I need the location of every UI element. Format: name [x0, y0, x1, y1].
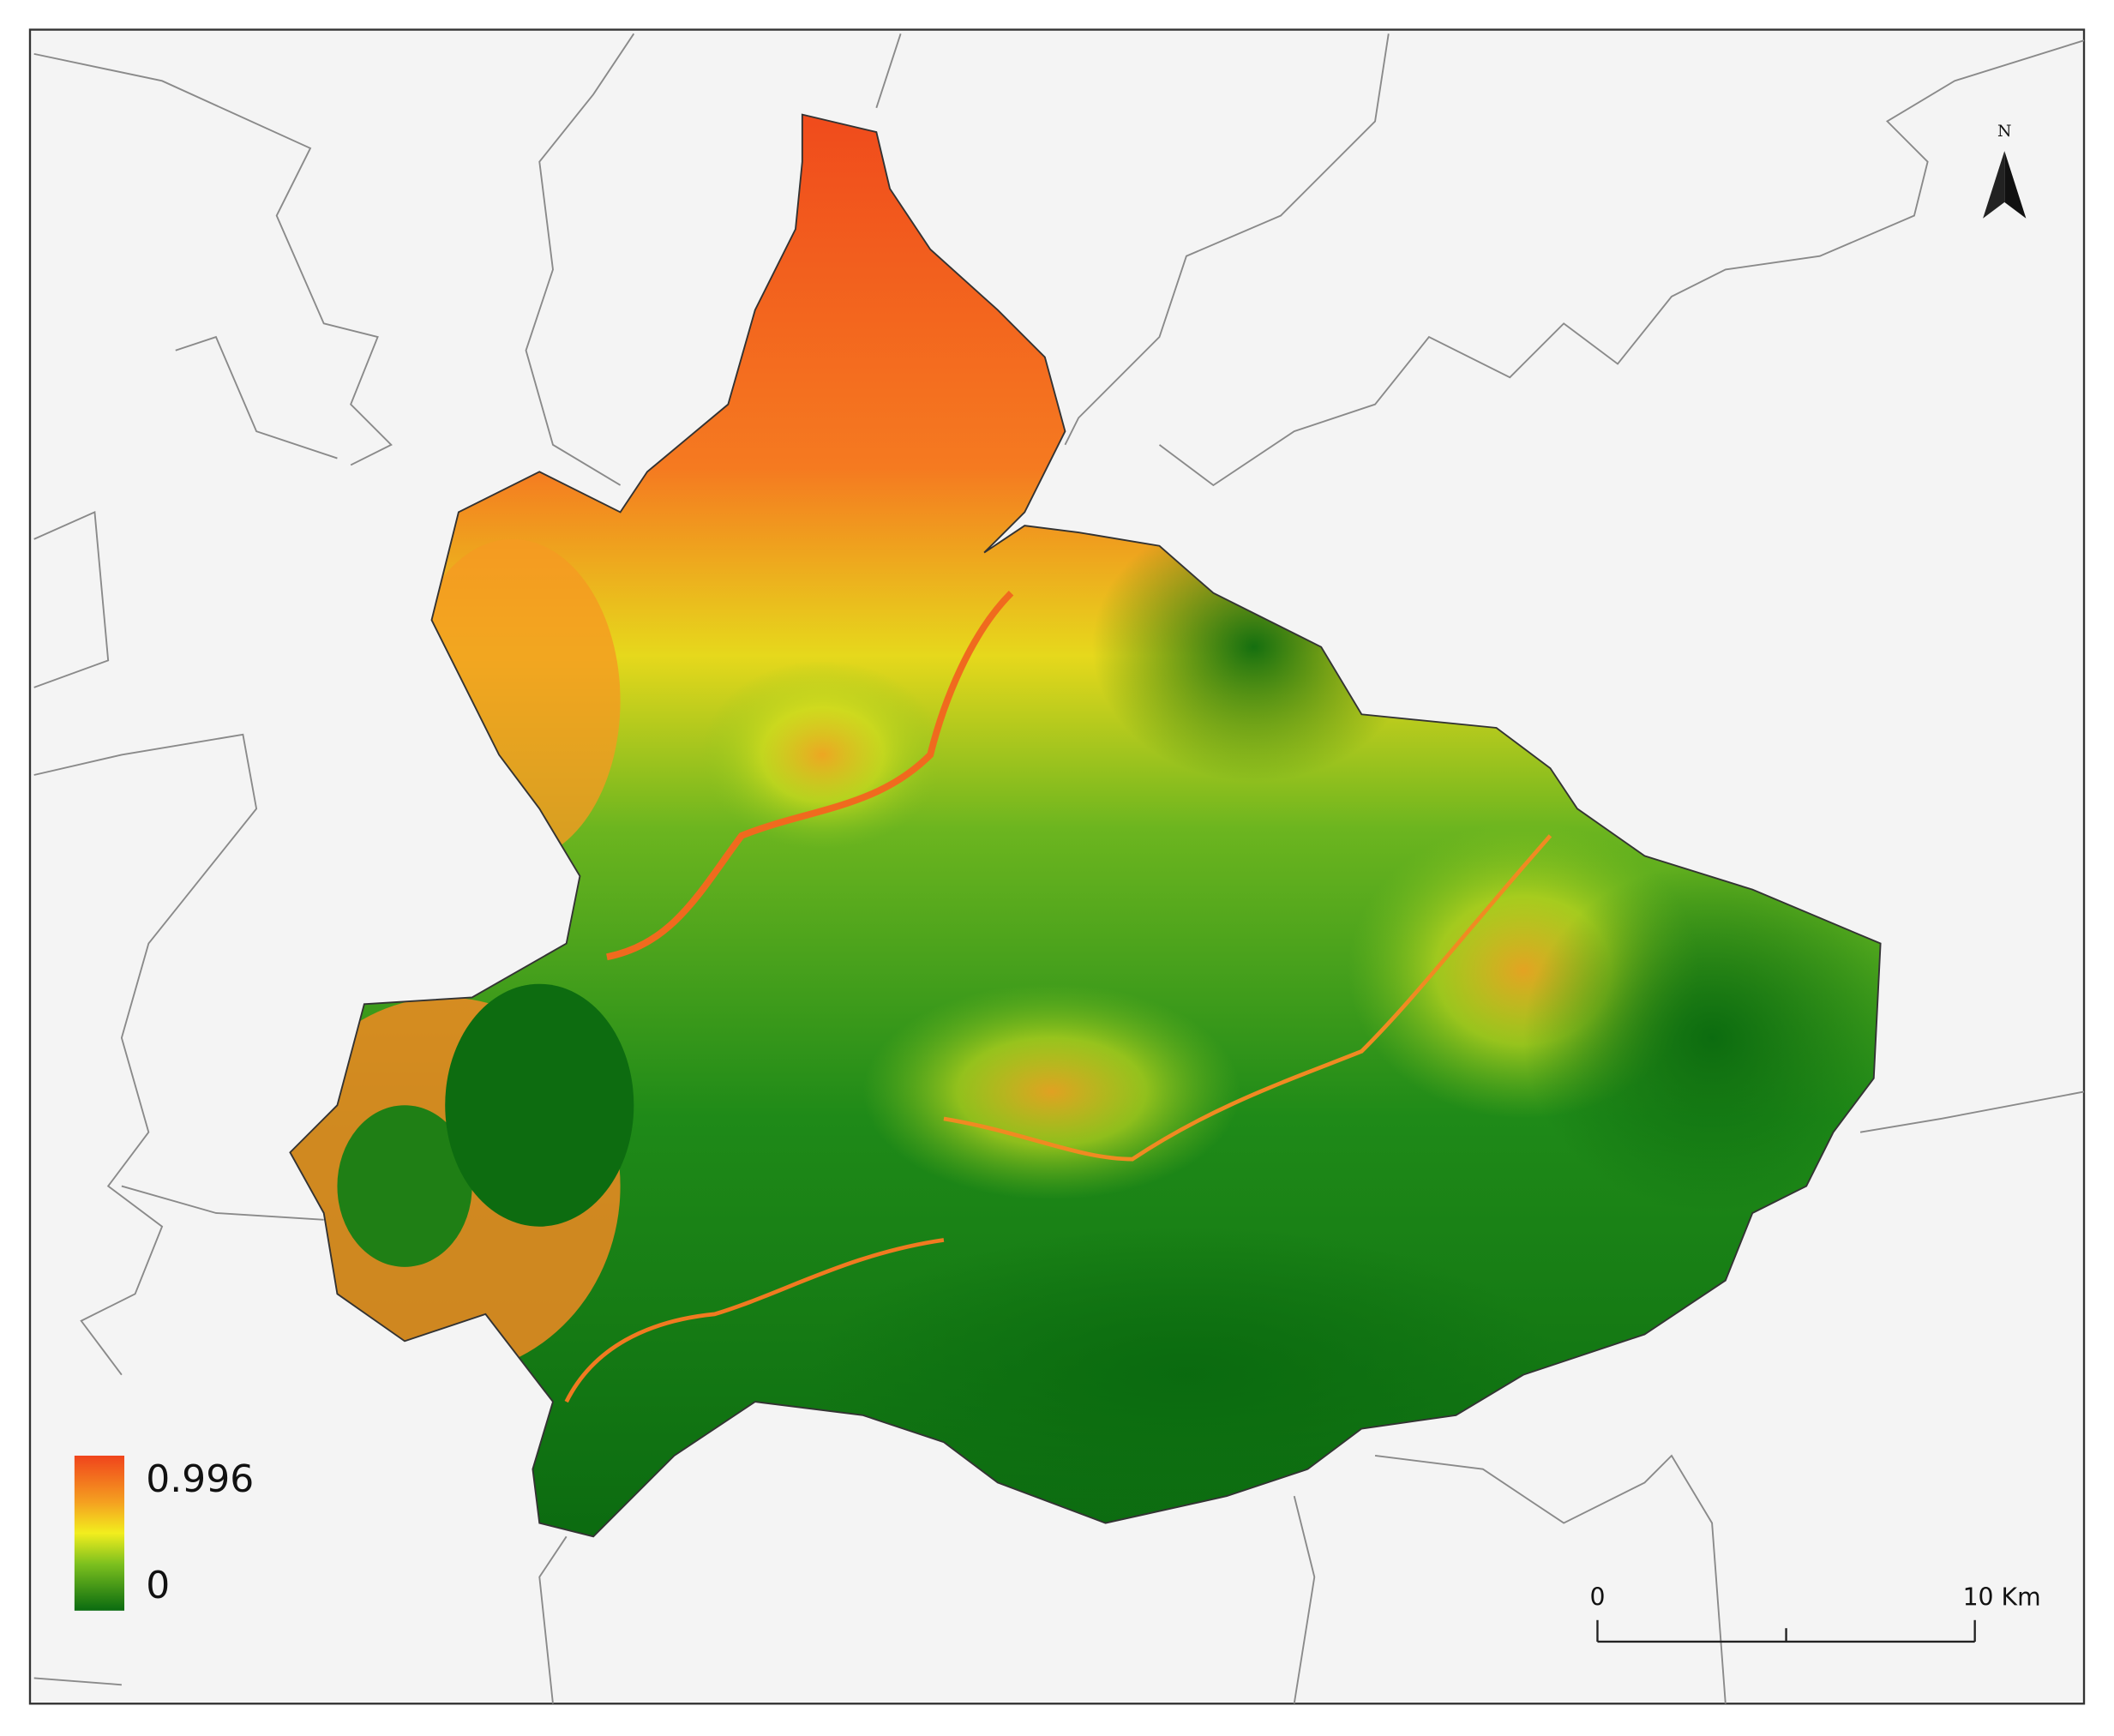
scale-end: 10 Km [1963, 1583, 2041, 1612]
legend: 0.996 0 [74, 1455, 254, 1611]
legend-ramp [74, 1455, 125, 1611]
north-arrow: N [1983, 122, 2027, 219]
scale-start: 0 [1589, 1583, 1605, 1612]
legend-max: 0.996 [146, 1457, 254, 1501]
scale-bar [1596, 1619, 1976, 1643]
legend-min: 0 [146, 1564, 170, 1607]
north-label: N [1997, 122, 2012, 141]
admin-boundaries [33, 33, 2085, 1704]
